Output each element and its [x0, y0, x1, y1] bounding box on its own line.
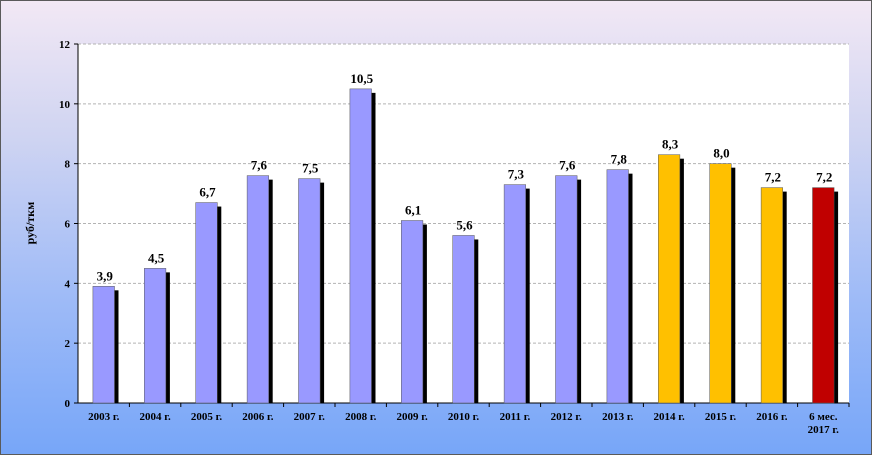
data-label: 7,8: [611, 152, 628, 167]
x-tick-label: 6 мес.: [809, 411, 838, 423]
x-tick-label: 2017 г.: [808, 424, 840, 436]
y-tick-label: 0: [65, 398, 71, 410]
bar: [812, 187, 835, 404]
bar: [298, 178, 321, 404]
x-tick-label: 2008 г.: [345, 411, 377, 423]
data-label: 7,3: [508, 167, 525, 182]
data-label: 6,7: [199, 185, 216, 200]
x-tick-label: 2006 г.: [242, 411, 274, 423]
bar: [246, 175, 269, 404]
data-label: 4,5: [148, 250, 165, 265]
bar: [606, 169, 629, 404]
bar: [195, 202, 218, 404]
bar: [92, 286, 115, 404]
x-tick-label: 2007 г.: [294, 411, 326, 423]
bar: [349, 88, 372, 404]
data-label: 7,2: [816, 170, 832, 185]
data-label: 5,6: [456, 217, 473, 232]
bar: [503, 184, 526, 404]
y-tick-label: 8: [65, 159, 71, 171]
bar: [144, 268, 167, 404]
data-label: 7,2: [765, 170, 781, 185]
bar: [760, 187, 783, 404]
bar: [658, 154, 681, 404]
bar: [452, 235, 475, 404]
bar: [401, 220, 424, 404]
bar: [555, 175, 578, 404]
data-label: 7,6: [251, 158, 268, 173]
x-tick-label: 2009 г.: [396, 411, 428, 423]
x-tick-label: 2013 г.: [602, 411, 634, 423]
data-label: 8,0: [713, 146, 729, 161]
y-axis-label: руб/ткм: [23, 202, 37, 245]
x-tick-label: 2016 г.: [756, 411, 788, 423]
data-label: 6,1: [405, 203, 421, 218]
x-tick-label: 2010 г.: [448, 411, 480, 423]
y-tick-label: 2: [65, 338, 71, 350]
x-tick-label: 2004 г.: [139, 411, 171, 423]
x-tick-label: 2012 г.: [551, 411, 583, 423]
data-label: 10,5: [350, 71, 373, 86]
y-tick-label: 6: [65, 219, 71, 231]
bar: [709, 163, 732, 404]
x-tick-label: 2011 г.: [500, 411, 531, 423]
x-tick-label: 2003 г.: [88, 411, 120, 423]
data-label: 7,6: [559, 158, 576, 173]
y-tick-label: 10: [59, 99, 71, 111]
x-tick-label: 2005 г.: [191, 411, 223, 423]
x-tick-label: 2014 г.: [653, 411, 685, 423]
data-label: 3,9: [97, 268, 114, 283]
y-tick-label: 12: [59, 39, 71, 51]
x-tick-label: 2015 г.: [705, 411, 737, 423]
data-label: 8,3: [662, 137, 679, 152]
y-tick-label: 4: [65, 278, 71, 290]
data-label: 7,5: [302, 161, 319, 176]
